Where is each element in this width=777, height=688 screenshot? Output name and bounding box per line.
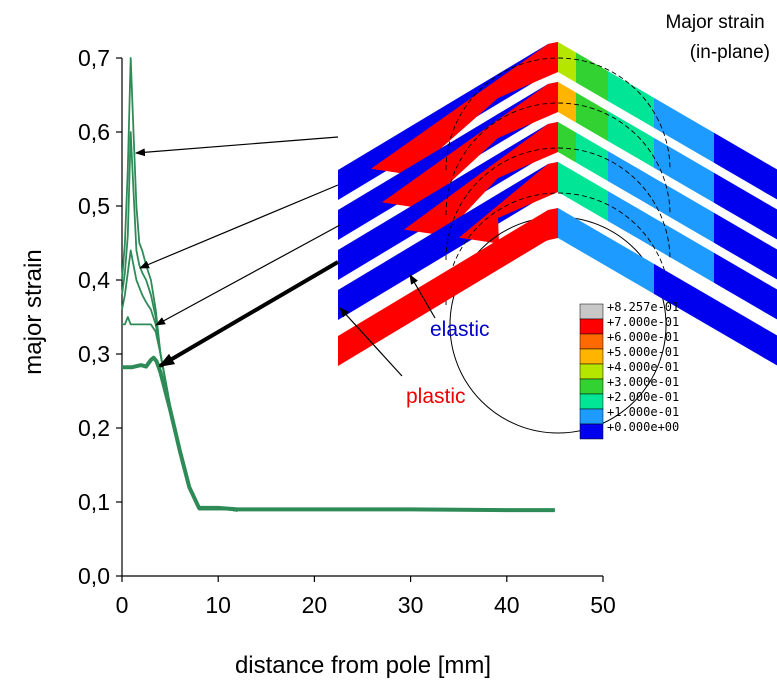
callout-arrow-4: [158, 260, 340, 368]
legend-swatch: [579, 303, 604, 320]
inset-title: Major strain (in-plane): [665, 12, 770, 63]
callout-arrow-5: [409, 274, 436, 319]
legend-swatch: [579, 423, 604, 440]
plastic-annotation: plastic: [406, 385, 466, 408]
contour-legend: +8.257e-01+7.000e-01+6.000e-01+5.000e-01…: [579, 300, 679, 440]
y-tick-label: 0,6: [78, 119, 110, 145]
punch-arc: [445, 192, 671, 306]
y-tick-label: 0,5: [78, 193, 110, 219]
legend-swatch: [579, 363, 604, 380]
strain-series-line-3: [121, 249, 238, 512]
plot-axes: 0,0 0,1 0,2 0,3 0,4 0,5 0,6 0,7 0 10 20 30 40 50: [78, 45, 616, 618]
strain-series-line-5: [122, 355, 555, 513]
punch-arc: [445, 147, 671, 261]
y-tick-label: 0,7: [78, 45, 110, 71]
legend-label: +3.000e-01: [607, 375, 679, 389]
legend-swatch: [579, 393, 604, 410]
callout-arrow-6: [339, 307, 403, 377]
legend-label: +8.257e-01: [607, 300, 679, 314]
callout-arrow-3: [155, 224, 341, 326]
legend-label: +5.000e-01: [607, 345, 679, 359]
legend-label: +6.000e-01: [607, 330, 679, 344]
x-tick-label: 0: [116, 592, 129, 618]
callout-arrow-1: [135, 136, 339, 157]
elastic-annotation: elastic: [430, 318, 490, 341]
x-axis-title: distance from pole [mm]: [235, 652, 491, 679]
punch-arc: [445, 102, 671, 216]
legend-swatch: [579, 348, 604, 365]
x-tick-label: 40: [494, 592, 520, 618]
x-tick-label: 30: [398, 592, 424, 618]
legend-label: +0.000e+00: [607, 420, 679, 434]
x-tick-label: 50: [590, 592, 616, 618]
strain-series-line-4: [122, 316, 238, 512]
legend-label: +1.000e-01: [607, 405, 679, 419]
y-tick-label: 0,3: [78, 341, 110, 367]
legend-swatch: [579, 408, 604, 425]
callout-arrows: [135, 136, 436, 377]
simulation-inset: [338, 42, 777, 434]
y-tick-label: 0,2: [78, 415, 110, 441]
y-axis-title: major strain: [20, 249, 47, 374]
punch-arc: [445, 57, 671, 171]
legend-label: +4.000e-01: [607, 360, 679, 374]
legend-swatch: [579, 378, 604, 395]
callout-arrow-2: [139, 184, 339, 269]
y-tick-label: 0,0: [78, 563, 110, 589]
legend-swatch: [579, 333, 604, 350]
y-tick-label: 0,4: [78, 267, 110, 293]
simulation-strip-5: [338, 208, 777, 366]
legend-label: +2.000e-01: [607, 390, 679, 404]
x-tick-label: 20: [302, 592, 328, 618]
x-tick-label: 10: [205, 592, 231, 618]
data-lines: [121, 57, 555, 513]
legend-swatch: [579, 318, 604, 335]
y-tick-label: 0,1: [78, 489, 110, 515]
legend-label: +7.000e-01: [607, 315, 679, 329]
